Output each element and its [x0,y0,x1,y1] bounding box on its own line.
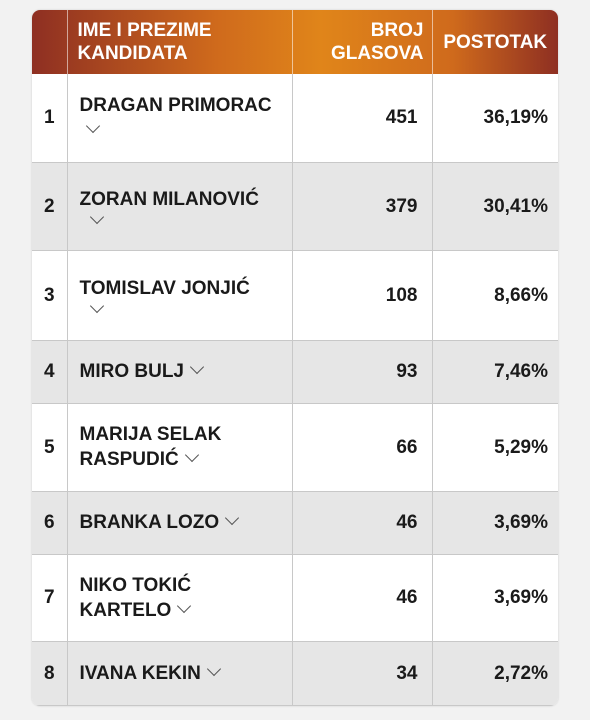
rank-cell: 3 [32,250,68,341]
rank-cell: 1 [32,74,68,163]
header-percent: POSTOTAK [443,31,548,53]
votes-cell: 93 [292,340,433,404]
table-row: 6 BRANKA LOZO 46 3,69% [32,491,558,555]
candidate-name: TOMISLAV JONJIĆ [79,277,250,299]
rank-cell: 2 [32,162,68,251]
votes-cell: 34 [292,641,433,706]
candidate-name: DRAGAN PRIMORAC [79,94,272,116]
candidate-name: NIKO TOKIĆ KARTELO [79,574,192,621]
percent-cell: 30,41% [432,162,558,251]
table-header: IME I PREZIME KANDIDATA BROJ GLASOVA POS… [32,10,558,74]
percent-cell: 3,69% [432,491,558,555]
chevron-down-icon[interactable] [177,598,192,613]
table-row: 3 TOMISLAV JONJIĆ 108 8,66% [32,250,558,341]
votes-cell: 46 [292,491,433,555]
votes-cell: 108 [292,250,433,341]
candidate-name-cell: ZORAN MILANOVIĆ [67,162,293,251]
chevron-down-icon[interactable] [206,661,221,676]
results-card: IME I PREZIME KANDIDATA BROJ GLASOVA POS… [32,10,558,706]
candidate-name: BRANKA LOZO [79,512,220,533]
votes-cell: 451 [292,74,433,163]
rank-cell: 6 [32,491,68,555]
table-row: 5 MARIJA SELAK RASPUDIĆ 66 5,29% [32,403,558,492]
percent-cell: 36,19% [432,74,558,163]
candidate-name-cell: DRAGAN PRIMORAC [67,74,293,163]
rank-cell: 4 [32,340,68,404]
percent-cell: 8,66% [432,250,558,341]
table-row: 4 MIRO BULJ 93 7,46% [32,340,558,404]
chevron-down-icon[interactable] [85,118,100,133]
candidate-name-cell: BRANKA LOZO [67,491,293,555]
candidate-name: ZORAN MILANOVIĆ [79,188,259,210]
results-table: IME I PREZIME KANDIDATA BROJ GLASOVA POS… [32,10,558,706]
header-votes: BROJ GLASOVA [292,10,433,74]
table-row: 1 DRAGAN PRIMORAC 451 36,19% [32,74,558,163]
rank-cell: 8 [32,641,68,706]
header-name: IME I PREZIME KANDIDATA [67,10,293,74]
candidate-name-cell: IVANA KEKIN [67,641,293,706]
table-row: 7 NIKO TOKIĆ KARTELO 46 3,69% [32,554,558,642]
header-rank [32,10,68,74]
candidate-name-cell: MARIJA SELAK RASPUDIĆ [67,403,293,492]
candidate-name-cell: MIRO BULJ [67,340,293,404]
chevron-down-icon[interactable] [184,447,199,463]
table-body: 1 DRAGAN PRIMORAC 451 36,19% 2 ZORAN MIL… [32,74,558,706]
chevron-down-icon[interactable] [89,298,104,313]
candidate-name: MARIJA SELAK RASPUDIĆ [79,424,222,470]
votes-cell: 66 [292,403,433,492]
chevron-down-icon[interactable] [89,209,104,224]
chevron-down-icon[interactable] [225,510,240,526]
percent-cell: 7,46% [432,340,558,404]
chevron-down-icon[interactable] [189,359,205,375]
percent-cell: 5,29% [432,403,558,492]
candidate-name: IVANA KEKIN [79,662,201,684]
percent-cell: 3,69% [432,554,558,642]
candidate-name-cell: NIKO TOKIĆ KARTELO [67,554,293,642]
candidate-name-cell: TOMISLAV JONJIĆ [67,250,293,341]
table-row: 8 IVANA KEKIN 34 2,72% [32,641,558,706]
rank-cell: 5 [32,403,68,492]
rank-cell: 7 [32,554,68,642]
table-row: 2 ZORAN MILANOVIĆ 379 30,41% [32,162,558,251]
candidate-name: MIRO BULJ [79,361,185,382]
votes-cell: 46 [292,554,433,642]
votes-cell: 379 [292,162,433,251]
percent-cell: 2,72% [432,641,558,706]
